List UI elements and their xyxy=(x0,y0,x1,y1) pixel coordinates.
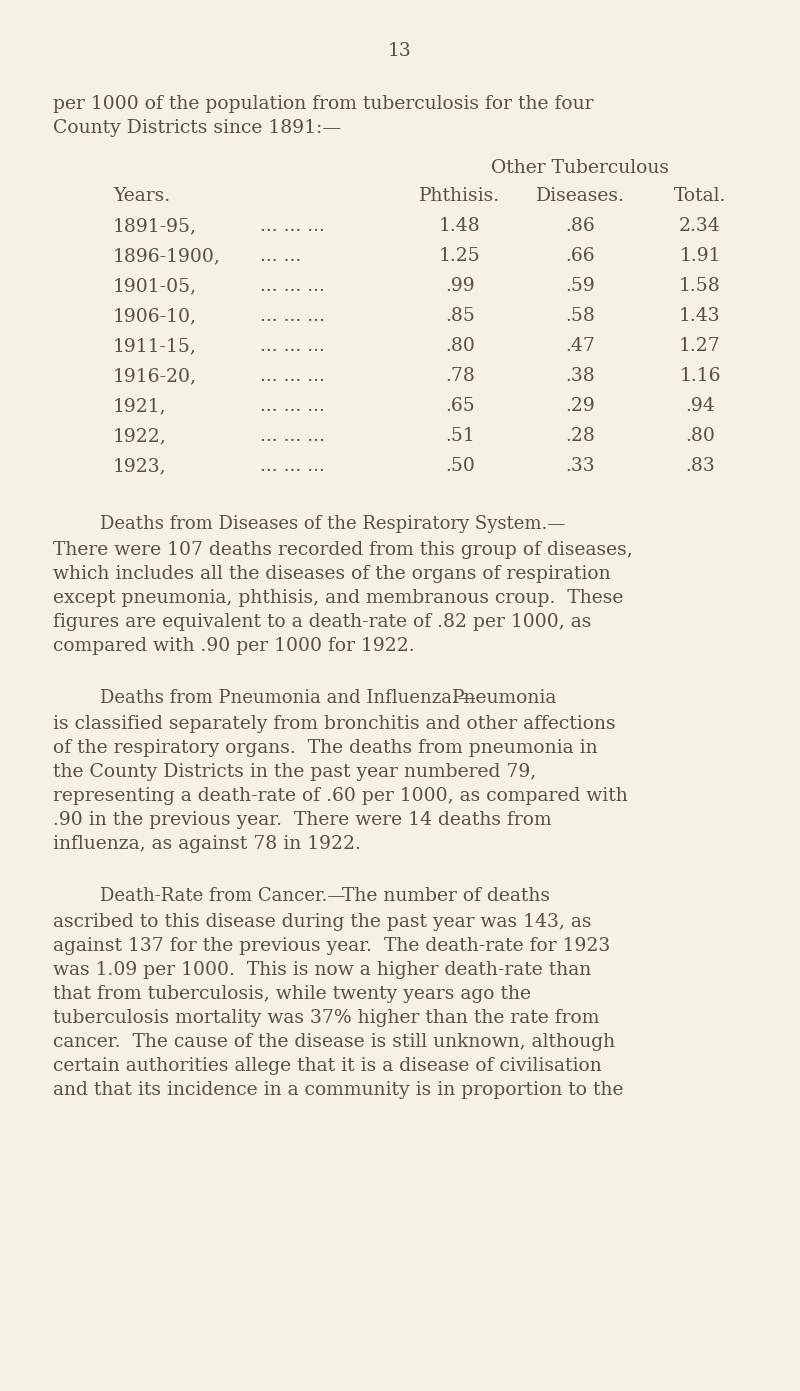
Text: .78: .78 xyxy=(445,367,475,385)
Text: .66: .66 xyxy=(565,248,595,266)
Text: .58: .58 xyxy=(565,307,595,325)
Text: There were 107 deaths recorded from this group of diseases,: There were 107 deaths recorded from this… xyxy=(53,541,633,559)
Text: ... ...: ... ... xyxy=(260,248,302,266)
Text: .59: .59 xyxy=(565,277,595,295)
Text: which includes all the diseases of the organs of respiration: which includes all the diseases of the o… xyxy=(53,565,610,583)
Text: that from tuberculosis, while twenty years ago the: that from tuberculosis, while twenty yea… xyxy=(53,985,531,1003)
Text: against 137 for the previous year.  The death-rate for 1923: against 137 for the previous year. The d… xyxy=(53,938,610,956)
Text: 1.25: 1.25 xyxy=(439,248,481,266)
Text: except pneumonia, phthisis, and membranous croup.  These: except pneumonia, phthisis, and membrano… xyxy=(53,588,623,606)
Text: 1911-15,: 1911-15, xyxy=(113,337,197,355)
Text: 1.48: 1.48 xyxy=(439,217,481,235)
Text: ... ... ...: ... ... ... xyxy=(260,337,325,355)
Text: .99: .99 xyxy=(445,277,475,295)
Text: ... ... ...: ... ... ... xyxy=(260,277,325,295)
Text: 1916-20,: 1916-20, xyxy=(113,367,197,385)
Text: 1.91: 1.91 xyxy=(679,248,721,266)
Text: .33: .33 xyxy=(565,458,595,474)
Text: compared with .90 per 1000 for 1922.: compared with .90 per 1000 for 1922. xyxy=(53,637,414,655)
Text: Pneumonia: Pneumonia xyxy=(452,689,558,707)
Text: Phthisis.: Phthisis. xyxy=(419,186,501,204)
Text: .38: .38 xyxy=(565,367,595,385)
Text: .83: .83 xyxy=(685,458,715,474)
Text: Death-Rate from Cancer.—: Death-Rate from Cancer.— xyxy=(100,887,346,906)
Text: .65: .65 xyxy=(445,396,475,415)
Text: ... ... ...: ... ... ... xyxy=(260,427,325,445)
Text: 1.16: 1.16 xyxy=(679,367,721,385)
Text: 13: 13 xyxy=(388,42,412,60)
Text: Years.: Years. xyxy=(113,186,170,204)
Text: Diseases.: Diseases. xyxy=(535,186,625,204)
Text: County Districts since 1891:—: County Districts since 1891:— xyxy=(53,120,341,136)
Text: .94: .94 xyxy=(685,396,715,415)
Text: per 1000 of the population from tuberculosis for the four: per 1000 of the population from tubercul… xyxy=(53,95,594,113)
Text: .90 in the previous year.  There were 14 deaths from: .90 in the previous year. There were 14 … xyxy=(53,811,552,829)
Text: Total.: Total. xyxy=(674,186,726,204)
Text: 1.27: 1.27 xyxy=(679,337,721,355)
Text: was 1.09 per 1000.  This is now a higher death-rate than: was 1.09 per 1000. This is now a higher … xyxy=(53,961,591,979)
Text: cancer.  The cause of the disease is still unknown, although: cancer. The cause of the disease is stil… xyxy=(53,1034,615,1052)
Text: ascribed to this disease during the past year was 143, as: ascribed to this disease during the past… xyxy=(53,912,591,931)
Text: The number of deaths: The number of deaths xyxy=(342,887,550,906)
Text: tuberculosis mortality was 37% higher than the rate from: tuberculosis mortality was 37% higher th… xyxy=(53,1008,599,1027)
Text: and that its incidence in a community is in proportion to the: and that its incidence in a community is… xyxy=(53,1081,623,1099)
Text: figures are equivalent to a death-rate of .82 per 1000, as: figures are equivalent to a death-rate o… xyxy=(53,613,591,632)
Text: 1922,: 1922, xyxy=(113,427,166,445)
Text: 2.34: 2.34 xyxy=(679,217,721,235)
Text: Other Tuberculous: Other Tuberculous xyxy=(491,159,669,177)
Text: .86: .86 xyxy=(565,217,595,235)
Text: is classified separately from bronchitis and other affections: is classified separately from bronchitis… xyxy=(53,715,616,733)
Text: 1.58: 1.58 xyxy=(679,277,721,295)
Text: ... ... ...: ... ... ... xyxy=(260,217,325,235)
Text: 1896-1900,: 1896-1900, xyxy=(113,248,221,266)
Text: the County Districts in the past year numbered 79,: the County Districts in the past year nu… xyxy=(53,764,536,780)
Text: .80: .80 xyxy=(685,427,715,445)
Text: certain authorities allege that it is a disease of civilisation: certain authorities allege that it is a … xyxy=(53,1057,602,1075)
Text: .80: .80 xyxy=(445,337,475,355)
Text: 1906-10,: 1906-10, xyxy=(113,307,197,325)
Text: of the respiratory organs.  The deaths from pneumonia in: of the respiratory organs. The deaths fr… xyxy=(53,739,598,757)
Text: ... ... ...: ... ... ... xyxy=(260,458,325,474)
Text: 1.43: 1.43 xyxy=(679,307,721,325)
Text: 1923,: 1923, xyxy=(113,458,166,474)
Text: ... ... ...: ... ... ... xyxy=(260,307,325,325)
Text: Deaths from Pneumonia and Influenza.—: Deaths from Pneumonia and Influenza.— xyxy=(100,689,476,707)
Text: .85: .85 xyxy=(445,307,475,325)
Text: 1901-05,: 1901-05, xyxy=(113,277,197,295)
Text: Deaths from Diseases of the Respiratory System.—: Deaths from Diseases of the Respiratory … xyxy=(100,515,566,533)
Text: 1921,: 1921, xyxy=(113,396,166,415)
Text: .29: .29 xyxy=(565,396,595,415)
Text: ... ... ...: ... ... ... xyxy=(260,396,325,415)
Text: .50: .50 xyxy=(445,458,475,474)
Text: ... ... ...: ... ... ... xyxy=(260,367,325,385)
Text: influenza, as against 78 in 1922.: influenza, as against 78 in 1922. xyxy=(53,835,361,853)
Text: .28: .28 xyxy=(565,427,595,445)
Text: .51: .51 xyxy=(445,427,475,445)
Text: 1891-95,: 1891-95, xyxy=(113,217,197,235)
Text: representing a death-rate of .60 per 1000, as compared with: representing a death-rate of .60 per 100… xyxy=(53,787,628,805)
Text: .47: .47 xyxy=(565,337,595,355)
